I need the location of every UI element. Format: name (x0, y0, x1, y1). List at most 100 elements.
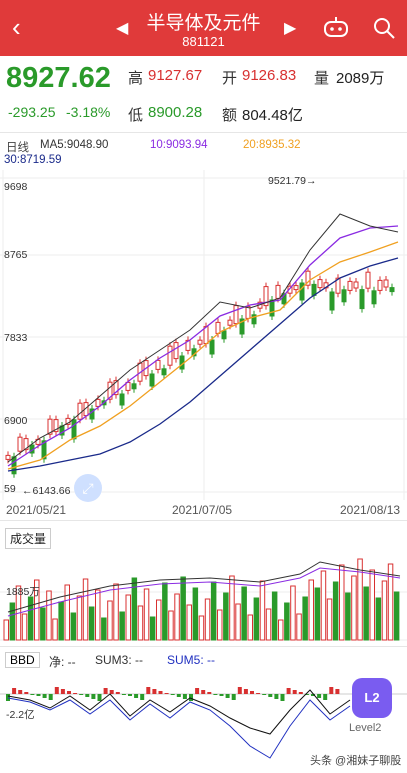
bbd-bar (256, 693, 261, 694)
next-stock-icon[interactable]: ▶ (284, 20, 297, 37)
volume-bar (247, 614, 253, 641)
ma5-value: MA5:9048.90 (40, 139, 109, 151)
volume-title[interactable]: 成交量 (5, 528, 52, 549)
ma20-value: 20:8935.32 (243, 139, 301, 151)
candle-body (317, 279, 323, 289)
divider (0, 132, 407, 133)
bbd-bar (298, 692, 303, 694)
volume-bar (3, 619, 9, 641)
volume-bar (278, 619, 284, 641)
candle-body (275, 284, 281, 299)
bbd-bar (128, 694, 132, 696)
bbd-sum5: SUM5: -- (167, 653, 215, 667)
volume-bar (259, 580, 266, 641)
candle-body (341, 289, 347, 303)
level2-label[interactable]: Level2 (349, 722, 382, 734)
y-tick-label: 6900 (4, 415, 28, 427)
bbd-level: -2.2亿 (6, 708, 35, 721)
bbd-chart[interactable]: -2.2亿 (0, 670, 407, 762)
candle-body (359, 289, 365, 310)
volume-bar (229, 575, 235, 641)
candle-body (227, 319, 233, 326)
volume-bar (387, 563, 394, 641)
volume-bar (296, 613, 302, 641)
candle-body (281, 293, 287, 305)
volume-bar (393, 591, 400, 641)
volume-bar (27, 596, 34, 641)
bbd-bar (164, 693, 169, 694)
search-icon[interactable] (372, 16, 396, 40)
candle-body (71, 419, 77, 440)
volume-bar (235, 603, 241, 641)
bbd-bar (146, 687, 151, 694)
level2-icon[interactable]: L2 (352, 678, 392, 718)
price-change: -293.25 (8, 104, 56, 120)
volume-bar (290, 585, 296, 641)
volume-bar (192, 587, 199, 641)
bbd-title[interactable]: BBD (5, 652, 40, 668)
bbd-bar (231, 694, 236, 700)
bbd-bar (262, 694, 267, 695)
robot-icon[interactable] (323, 16, 349, 38)
volume-bar (217, 609, 223, 641)
bbd-bar (201, 690, 206, 694)
bbd-bar (115, 692, 120, 694)
volume-bar (82, 578, 89, 641)
volume-bar (339, 564, 345, 641)
bbd-bar (329, 687, 334, 694)
price-chart[interactable]: 9698 8765 7833 6900 59 9521.79→ ←6143.66 (0, 170, 407, 503)
candlesticks (5, 267, 395, 478)
volume-bar (198, 615, 205, 641)
volume-bar (357, 558, 363, 641)
volume-bar (186, 604, 192, 641)
volume-bar (345, 592, 351, 641)
amount-label: 额 (222, 107, 238, 124)
previous-stock-icon[interactable]: ◀ (116, 20, 129, 37)
date-end: 2021/08/13 (340, 503, 401, 517)
candle-body (161, 368, 167, 376)
bbd-bar (323, 694, 328, 700)
volume-bar (95, 589, 101, 641)
volume-bar (143, 588, 150, 641)
back-icon[interactable]: ‹ (12, 12, 21, 42)
volume-bar (40, 607, 46, 641)
volume-level: 1885万 (6, 586, 40, 598)
volume-chart[interactable]: 1885万 (0, 522, 407, 644)
bbd-bar (48, 694, 53, 700)
bbd-bars (6, 687, 340, 701)
open-value: 9126.83 (242, 67, 297, 84)
high-value: 9127.67 (148, 67, 203, 84)
stock-title: 半导体及元件 (146, 13, 261, 34)
bbd-bar (237, 687, 242, 694)
candle-body (155, 359, 161, 370)
candle-body (383, 279, 389, 288)
candle-body (53, 419, 59, 433)
candle-body (335, 277, 341, 294)
volume-bar (70, 612, 77, 641)
candle-body (5, 454, 11, 460)
bbd-bar (103, 688, 108, 694)
volume-bar (34, 579, 40, 641)
volume-bar (58, 601, 64, 641)
volume-bar (76, 595, 83, 641)
volume-bar (113, 583, 119, 641)
quote-panel: 8927.62 -293.25 -3.18% 高 9127.67 开 9126.… (0, 56, 407, 132)
volume-bar (320, 570, 327, 641)
fullscreen-button[interactable]: ⤢ (74, 474, 102, 502)
line-type-label[interactable]: 日线 (6, 142, 29, 154)
volume-bar (265, 608, 272, 641)
volume-bar (241, 586, 247, 641)
bbd-bar (134, 694, 139, 698)
candle-body (389, 287, 395, 293)
divider (0, 520, 407, 521)
bbd-bar (18, 690, 23, 694)
volume-bar (284, 602, 290, 641)
volume-bar (332, 581, 339, 641)
volume-bar (156, 599, 162, 641)
open-label: 开 (222, 70, 238, 87)
candle-body (77, 402, 83, 420)
date-mid: 2021/07/05 (172, 503, 233, 517)
candle-body (263, 286, 269, 307)
candle-body (149, 373, 155, 387)
max-price-annotation: 9521.79→ (268, 175, 316, 187)
